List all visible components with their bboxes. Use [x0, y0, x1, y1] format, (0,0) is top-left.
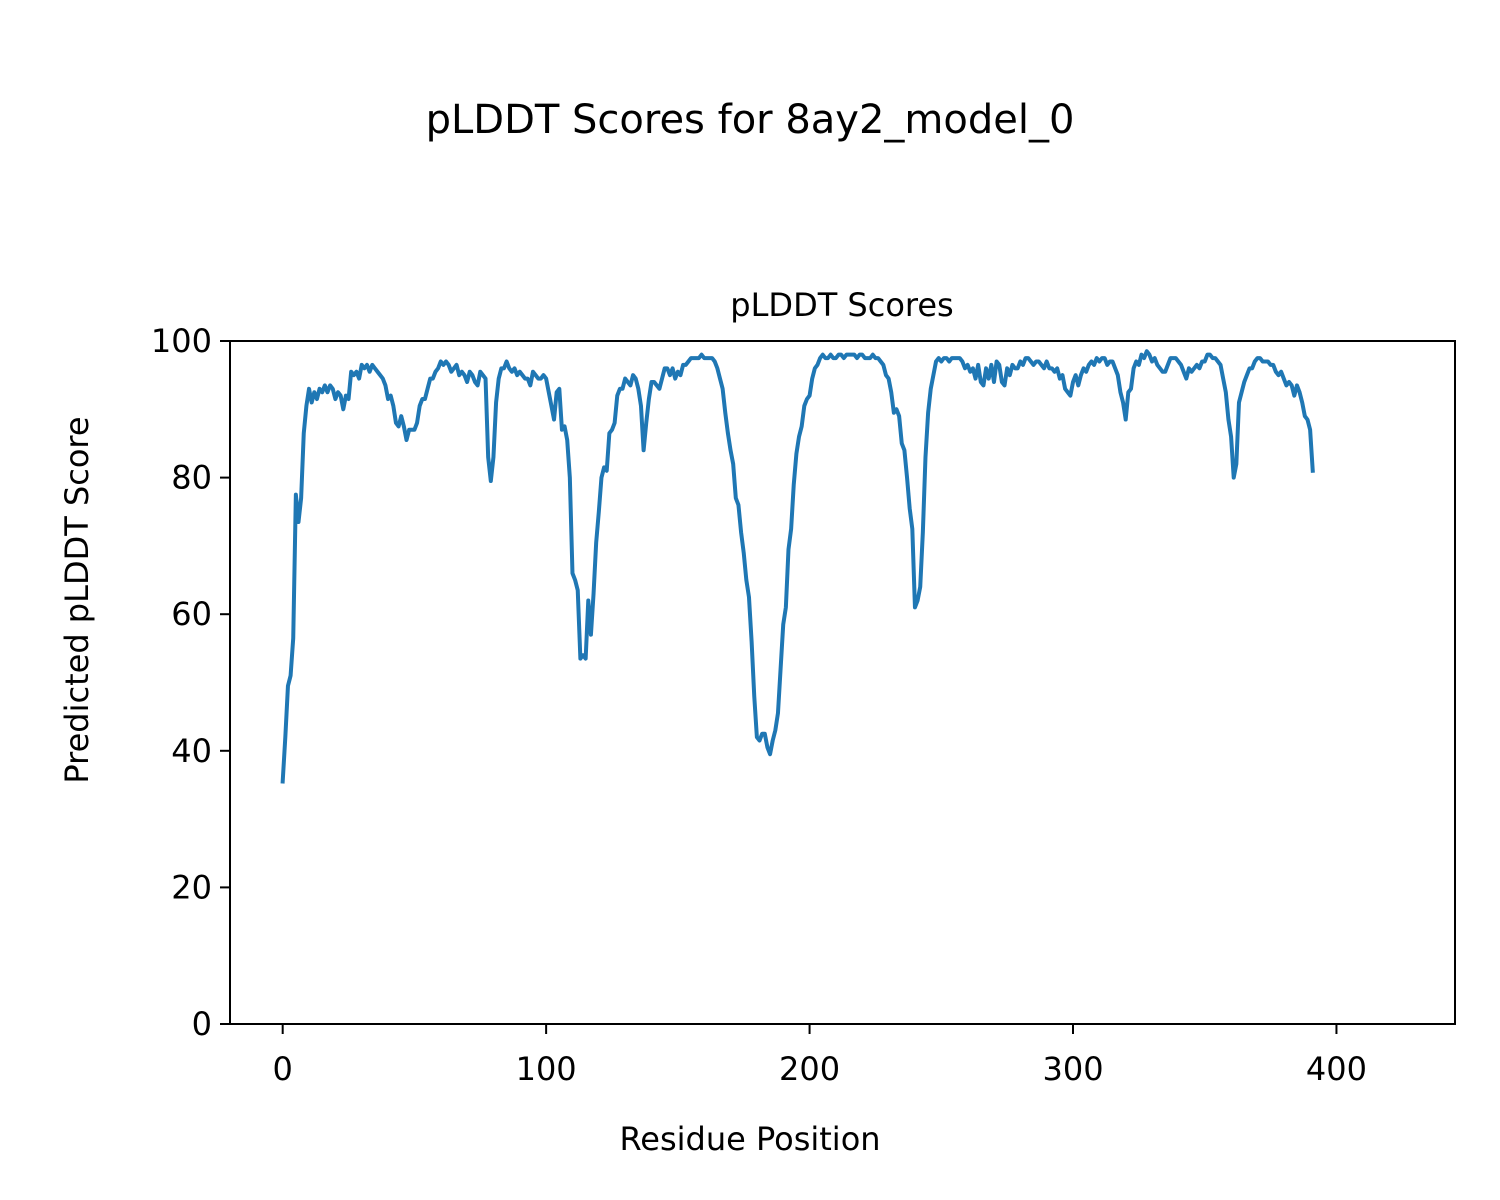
x-tick-label: 100 [516, 1050, 577, 1088]
y-tick-label: 80 [171, 459, 212, 497]
x-axis: 0 100 200 300 400 [273, 1024, 1367, 1088]
axes-frame [229, 340, 1456, 1025]
y-tick-label: 60 [171, 595, 212, 633]
y-tick-label: 20 [171, 868, 212, 906]
series-line-plddt [280, 349, 1315, 784]
y-axis-label: Predicted pLDDT Score [58, 416, 96, 783]
plot-area [280, 349, 1315, 784]
x-axis-label: Residue Position [619, 1120, 880, 1158]
y-tick-label: 100 [151, 322, 212, 360]
x-tick-label: 0 [273, 1050, 293, 1088]
chart-title: pLDDT Scores [730, 286, 953, 324]
x-tick-label: 400 [1306, 1050, 1367, 1088]
figure-suptitle: pLDDT Scores for 8ay2_model_0 [426, 97, 1075, 143]
x-tick-label: 300 [1042, 1050, 1103, 1088]
y-tick-label: 0 [192, 1005, 212, 1043]
y-tick-label: 40 [171, 732, 212, 770]
y-axis: 0 20 40 60 80 100 [151, 322, 230, 1043]
x-tick-label: 200 [779, 1050, 840, 1088]
